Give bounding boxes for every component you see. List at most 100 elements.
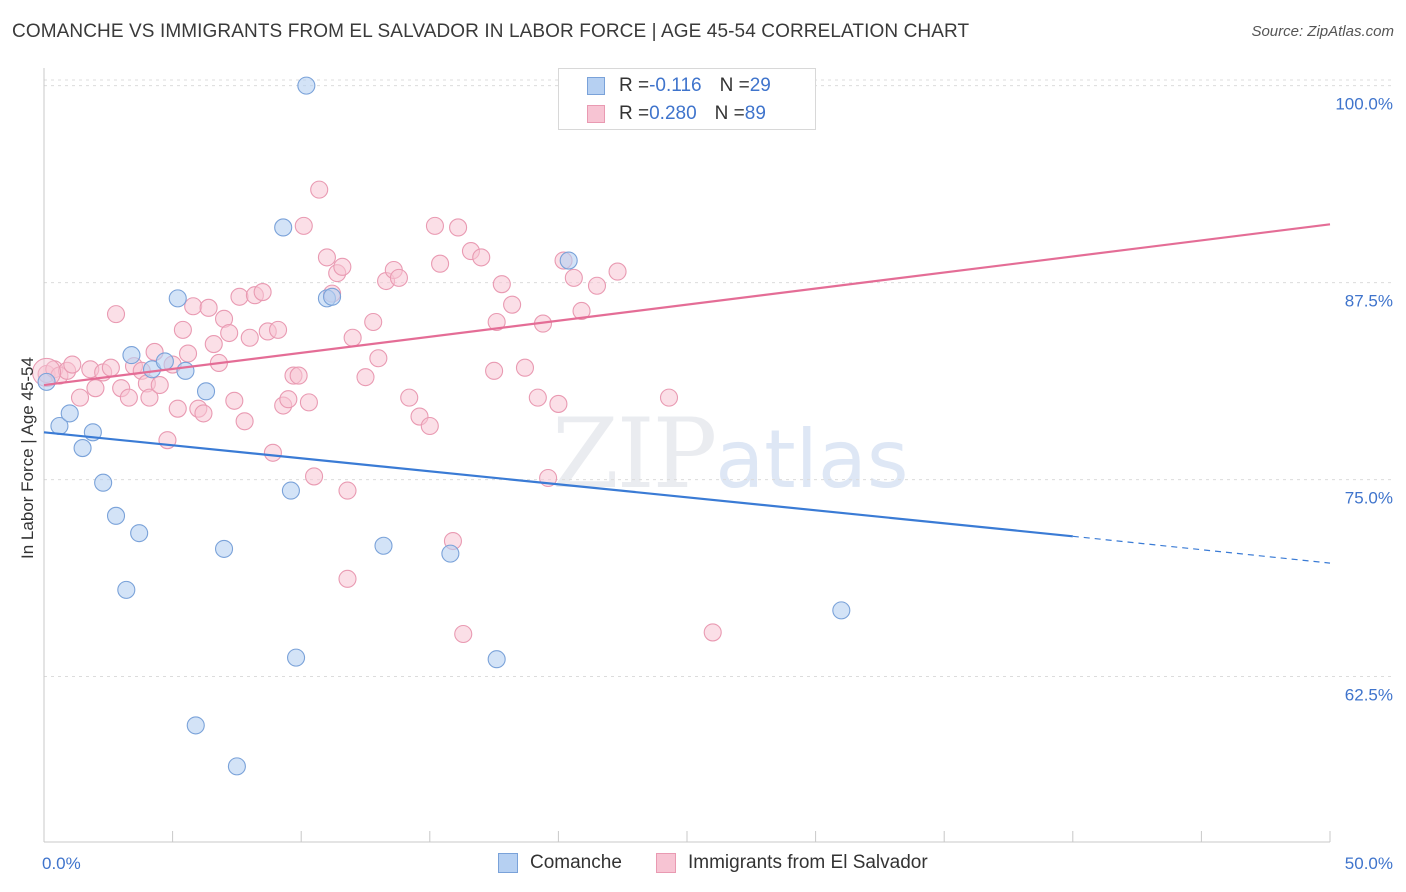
legend-r-label: R =	[619, 103, 650, 124]
elsalvador-point	[240, 328, 259, 347]
elsalvador-point	[317, 248, 336, 267]
comanche-point	[186, 716, 205, 735]
elsalvador-point	[528, 388, 547, 407]
comanche-point	[196, 382, 216, 401]
legend-n-value-comanche: 29	[749, 75, 771, 96]
elsalvador-point	[86, 379, 105, 398]
comanche-swatch	[498, 853, 518, 873]
y-tick-label: 75.0%	[1345, 489, 1393, 508]
legend-item-elsalvador: Immigrants from El Salvador	[656, 852, 928, 874]
elsalvador-point	[305, 467, 324, 486]
comanche-point	[832, 601, 851, 620]
comanche-swatch	[587, 77, 605, 95]
trend-lines	[43, 223, 1331, 564]
y-tick-label: 100.0%	[1335, 95, 1393, 114]
elsalvador-point	[333, 257, 352, 276]
comanche-point	[94, 473, 113, 492]
legend-item-comanche: Comanche	[498, 852, 622, 874]
elsalvador-point	[420, 416, 439, 436]
elsalvador-point	[70, 388, 90, 407]
elsalvador-point	[389, 268, 408, 287]
comanche-point	[106, 506, 126, 525]
elsalvador-point	[485, 361, 504, 380]
axes	[43, 68, 1331, 843]
comanche-point	[374, 536, 393, 555]
source-label: Source: ZipAtlas.com	[1251, 23, 1394, 40]
comanche-point	[168, 289, 187, 308]
legend-label-elsalvador: Immigrants from El Salvador	[688, 852, 928, 873]
comanche-point	[281, 481, 300, 500]
comanche-points	[37, 76, 851, 776]
elsalvador-point	[119, 388, 138, 407]
watermark-atlas: atlas	[715, 413, 909, 506]
elsalvador-point	[140, 388, 159, 407]
elsalvador-point	[343, 328, 362, 347]
elsalvador-point	[225, 391, 244, 410]
elsalvador-point	[364, 312, 383, 332]
legend-n-label: N =	[719, 75, 750, 96]
y-tick-label: 87.5%	[1345, 292, 1393, 311]
chart-title: COMANCHE VS IMMIGRANTS FROM EL SALVADOR …	[12, 21, 970, 42]
elsalvador-point	[472, 248, 491, 267]
comanche-trend-line	[43, 431, 1073, 538]
elsalvador-point	[338, 569, 357, 588]
comanche-point	[297, 76, 316, 95]
elsalvador-point	[204, 335, 223, 354]
elsalvador-point	[184, 297, 203, 316]
comanche-point	[117, 580, 136, 599]
comanche-point	[274, 218, 293, 237]
elsalvador-point	[263, 443, 282, 462]
comanche-point	[214, 539, 234, 558]
elsalvador-point	[587, 276, 607, 295]
elsalvador-point	[199, 298, 218, 317]
elsalvador-point	[269, 320, 288, 339]
comanche-point	[37, 372, 56, 391]
elsalvador-point	[220, 323, 239, 343]
elsalvador-point	[106, 305, 126, 324]
elsalvador-point	[230, 287, 249, 306]
elsalvador-point	[194, 404, 213, 423]
comanche-point	[155, 352, 174, 371]
elsalvador-point	[310, 180, 329, 199]
elsalvador-swatch	[656, 853, 676, 873]
elsalvador-point	[299, 393, 318, 412]
elsalvador-point	[431, 254, 450, 273]
elsalvador-point	[487, 312, 506, 332]
elsalvador-point	[101, 358, 120, 377]
elsalvador-point	[400, 388, 419, 407]
elsalvador-point	[150, 375, 169, 395]
elsalvador-point	[515, 358, 535, 377]
elsalvador-point	[564, 268, 583, 287]
comanche-point	[130, 524, 149, 543]
legend-label-comanche: Comanche	[530, 852, 622, 873]
elsalvador-point	[63, 355, 82, 374]
legend-row-comanche: R = -0.116 N = 29	[587, 75, 771, 97]
comanche-point	[176, 361, 195, 380]
elsalvador-point	[168, 399, 187, 418]
x-tick-label: 0.0%	[42, 854, 81, 873]
y-axis-label: In Labor Force | Age 45-54	[18, 357, 37, 559]
legend-r-value-elsalvador: 0.280	[649, 103, 697, 124]
elsalvador-point	[659, 388, 679, 407]
elsalvador-point	[289, 366, 308, 385]
elsalvador-point	[369, 349, 388, 368]
tick-labels: 62.5% 75.0% 87.5% 100.0% 0.0% 50.0%	[42, 95, 1393, 873]
elsalvador-point	[253, 283, 272, 302]
legend-n-label: N =	[714, 103, 745, 124]
comanche-point	[441, 544, 460, 563]
legend-n-value-elsalvador: 89	[744, 103, 766, 124]
legend-row-elsalvador: R = 0.280 N = 89	[587, 103, 766, 125]
elsalvador-swatch	[587, 105, 605, 123]
legend-r-label: R =	[619, 75, 650, 96]
comanche-point	[323, 287, 342, 306]
elsalvador-point	[173, 320, 192, 339]
series-legend: Comanche Immigrants from El Salvador	[0, 852, 1406, 876]
elsalvador-point	[178, 344, 198, 363]
comanche-trend-extension	[1072, 535, 1331, 564]
comanche-point	[487, 650, 506, 669]
elsalvador-point	[454, 624, 473, 644]
comanche-point	[60, 404, 79, 423]
elsalvador-point	[492, 275, 511, 294]
comanche-point	[559, 251, 578, 270]
